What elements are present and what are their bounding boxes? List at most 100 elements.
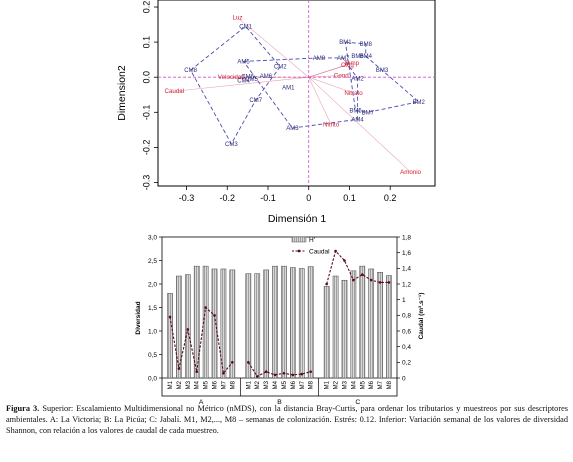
bars-x-tick-label: M7 xyxy=(378,380,384,389)
nmds-axes: -0.3 -0.2 -0.1 0 0.1 0.2 -0.3 -0.2 -0.1 0.0 0.1 0.2 xyxy=(141,1,396,203)
caption-text: Superior: Escalamiento Multidimensional … xyxy=(6,404,569,435)
bars-y2-tick-label: 0,4 xyxy=(402,344,411,351)
nmds-point-label: CM6 xyxy=(241,75,254,81)
nmds-x-tick-label: 0.2 xyxy=(384,193,397,203)
caudal-line xyxy=(247,362,311,378)
nmds-point-label: BM5 xyxy=(349,109,362,115)
nmds-reference-lines xyxy=(158,0,435,186)
bars-x-tick-label: M6 xyxy=(213,380,219,389)
bars-group-label: A xyxy=(199,399,204,405)
caudal-point xyxy=(352,278,355,282)
caudal-point xyxy=(282,372,286,375)
bar-diversity xyxy=(263,269,269,379)
bars-x-tick-label: M4 xyxy=(195,380,201,389)
nmds-plot-frame xyxy=(157,0,436,187)
bars-y2-tick-label: 0 xyxy=(402,375,406,382)
nmds-x-tick-label: -0.1 xyxy=(260,193,276,203)
bars-x-tick-label: M3 xyxy=(186,380,192,389)
nmds-vector xyxy=(174,76,309,92)
nmds-point-label: AM3 xyxy=(286,126,299,132)
bars-x-tick-label: M2 xyxy=(177,380,183,389)
bar-diversity xyxy=(377,272,383,379)
caudal-point xyxy=(343,259,346,262)
nmds-x-axis-label: Dimensión 1 xyxy=(268,213,327,225)
bar-diversity xyxy=(307,266,314,379)
bar-diversity xyxy=(386,275,392,379)
nmds-x-tick-label: 0 xyxy=(306,193,311,203)
nmds-point-label: BM8 xyxy=(360,42,373,48)
nmds-vector xyxy=(308,64,348,78)
bar-diversity xyxy=(272,265,278,379)
bar-diversity xyxy=(184,274,191,379)
bars-x-tick-label: M8 xyxy=(230,380,236,389)
bars-y2-tick-label: 0,8 xyxy=(402,313,411,320)
bar-diversity xyxy=(167,293,173,379)
bars-y-tick-label: 1,0 xyxy=(148,328,157,335)
nmds-point-label: AM4 xyxy=(351,117,364,123)
caudal-point xyxy=(195,370,199,374)
bar-diversity xyxy=(332,275,339,379)
nmds-y-tick-label: 0.1 xyxy=(141,36,151,49)
diversity-caudal-chart: 0,0 0,5 1,0 1,5 2,0 2,5 3,0 0 0,2 0,4 0,6 0,8 1 1,2 1,… xyxy=(135,234,425,405)
nmds-point-label: BM4 xyxy=(360,54,373,60)
bars-x-tick-label: M2 xyxy=(255,380,261,389)
nmds-vector xyxy=(308,62,352,78)
caudal-point xyxy=(300,372,304,376)
bars-y2-tick-label: 0,2 xyxy=(402,360,411,367)
bars-x-tick-label: M1 xyxy=(325,380,331,389)
nmds-vector-label: Nitrato xyxy=(344,90,363,97)
caudal-point xyxy=(309,370,312,374)
caudal-point xyxy=(378,281,382,284)
bars-x-tick-label: M5 xyxy=(282,380,288,389)
nmds-vector-label: Luz xyxy=(232,15,242,22)
bars-y-tick-label: 2,0 xyxy=(148,281,157,288)
caudal-point xyxy=(213,314,216,317)
bars-x-tick-label: M3 xyxy=(264,380,270,389)
bar-diversity xyxy=(290,267,296,379)
nmds-x-tick-label: -0.3 xyxy=(179,193,195,203)
nmds-point-label: BM1 xyxy=(339,40,352,46)
nmds-point-label: AM7 xyxy=(337,56,350,62)
caudal-point xyxy=(255,375,259,378)
nmds-point-label: CM5 xyxy=(245,77,258,83)
nmds-vector xyxy=(237,17,309,78)
bars-x-tick-label: M5 xyxy=(360,380,366,389)
caudal-point xyxy=(177,367,181,370)
bar-diversity xyxy=(341,279,348,379)
bars-y2-tick-label: 0,6 xyxy=(402,328,411,335)
caudal-point xyxy=(204,306,207,309)
bars-y-tick-label: 2,5 xyxy=(148,258,157,265)
bars-x-tick-label: M8 xyxy=(309,380,315,389)
legend-label-h: H' xyxy=(309,237,315,244)
bars-series-caudal xyxy=(168,249,391,378)
caudal-point xyxy=(325,282,328,286)
nmds-vector-label: Velocidad xyxy=(218,74,245,81)
caudal-point xyxy=(387,281,391,284)
nmds-point-label: CM7 xyxy=(249,98,262,104)
nmds-point-label: CM2 xyxy=(274,65,287,71)
caudal-line xyxy=(169,306,233,375)
nmds-point-label: CM8 xyxy=(184,68,197,74)
bars-y-axis-label: Diversidad xyxy=(135,301,142,334)
caudal-point xyxy=(247,361,250,364)
nmds-hull xyxy=(344,41,420,113)
nmds-ordination-chart: -0.3 -0.2 -0.1 0 0.1 0.2 -0.3 -0.2 -0.1 0.0 0.1 0.2… xyxy=(116,0,436,225)
bars-x-tick-label: M5 xyxy=(204,380,210,389)
nmds-y-tick-label: -0.3 xyxy=(141,175,151,191)
bar-diversity xyxy=(298,268,305,379)
nmds-hull xyxy=(190,25,281,145)
nmds-x-tick-label: 0.1 xyxy=(343,193,356,203)
nmds-vector xyxy=(308,77,332,125)
caudal-point xyxy=(186,328,190,331)
nmds-vector-label: Temp xyxy=(344,60,360,67)
bars-group-label: B xyxy=(277,399,282,405)
bars-x-tick-label: M3 xyxy=(342,380,348,389)
bar-diversity xyxy=(350,270,357,379)
nmds-group-hulls xyxy=(190,25,420,145)
nmds-point-label: AM6 xyxy=(260,74,273,80)
nmds-vector-label: Amonio xyxy=(400,169,422,176)
bars-y2-tick-label: 1,8 xyxy=(402,234,411,241)
nmds-point-label: BM6 xyxy=(351,54,364,60)
bar-diversity xyxy=(245,273,252,379)
